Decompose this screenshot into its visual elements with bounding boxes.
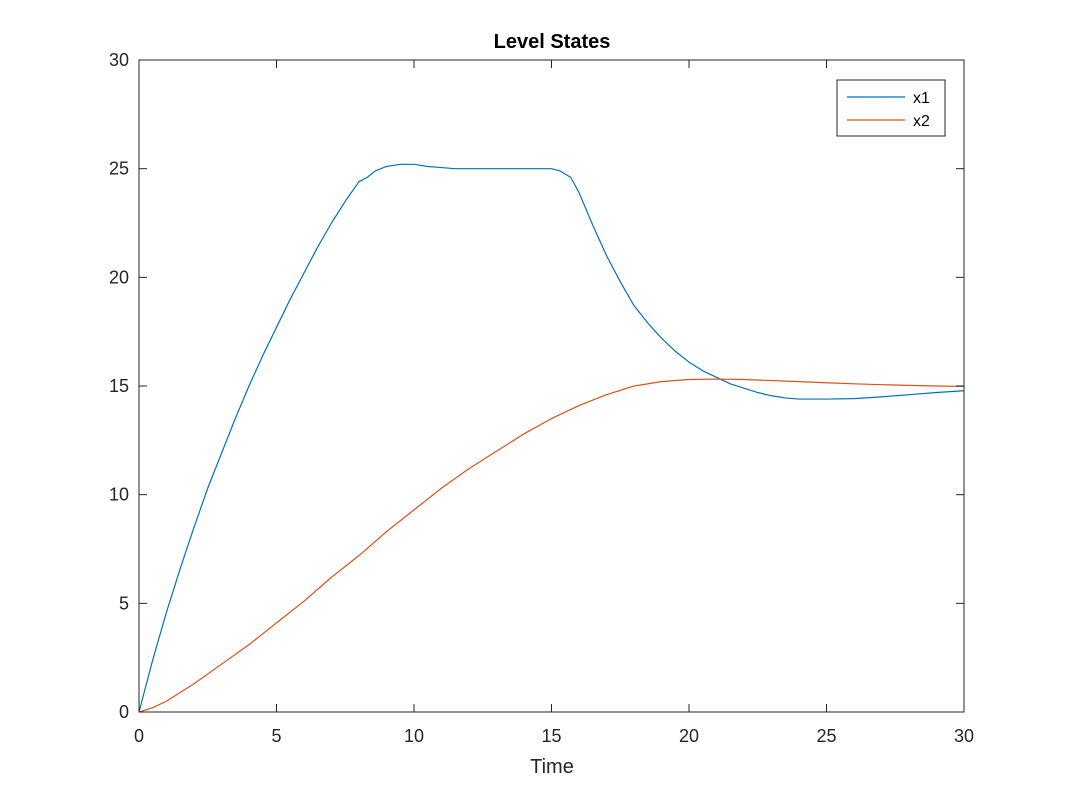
x-tick-label: 20 [679,726,699,746]
plot-area [139,60,964,712]
series-line-x2 [138,378,965,713]
y-tick-label: 20 [109,267,129,287]
y-tick-label: 0 [119,702,129,722]
x-tick-label: 15 [541,726,561,746]
x-tick-label: 25 [816,726,836,746]
ticks-layer: 0 5 10 15 20 25 30 0 5 10 15 20 25 30 [109,50,974,746]
series-line-x1 [138,163,965,713]
legend-label-x1: x1 [913,90,930,107]
y-tick-label: 10 [109,485,129,505]
y-tick-label: 30 [109,50,129,70]
x-axis-label: Time [530,756,574,778]
y-tick-label: 25 [109,159,129,179]
legend-box [836,79,946,137]
legend-label-x2: x2 [913,113,930,130]
x-tick-label: 30 [954,726,974,746]
series-layer [138,163,965,713]
y-tick-label: 15 [109,376,129,396]
y-tick-label: 5 [119,593,129,613]
chart-title: Level States [494,31,611,53]
x-tick-label: 5 [271,726,281,746]
x-tick-label: 0 [134,726,144,746]
x-tick-label: 10 [404,726,424,746]
